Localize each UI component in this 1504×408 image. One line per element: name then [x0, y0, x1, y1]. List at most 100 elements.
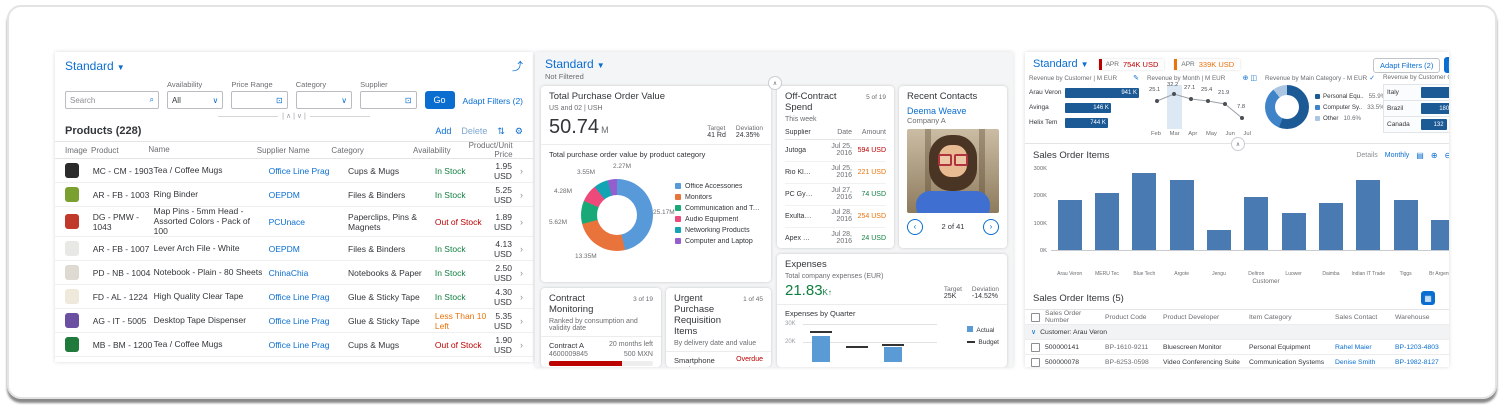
supplier-link[interactable]: Office Line Prag [268, 315, 330, 326]
table-row[interactable]: AR - FB - 1007 Lever Arch File - White O… [55, 237, 533, 262]
data-point[interactable] [1155, 99, 1159, 103]
bar-cell[interactable] [1051, 166, 1088, 250]
carousel-prev-button[interactable]: ‹ [907, 218, 923, 235]
bar-cell[interactable] [1424, 166, 1449, 250]
chevron-right-icon[interactable]: › [520, 216, 523, 227]
spend-row[interactable]: PC Gym Inc Jul 27, 2016 74 USD [785, 184, 886, 206]
contract-monitoring-card[interactable]: Contract Monitoring 3 of 19 Ranked by co… [541, 288, 661, 367]
filter-splitter-handle[interactable]: ❘∧❘∨❘ [55, 111, 533, 121]
group-header-row[interactable]: ∨ Customer: Arau Veron [1025, 325, 1449, 340]
legend-item[interactable]: Other 10.6% [1315, 115, 1386, 122]
vf-bar-row[interactable]: Arau Veron 941 K [1029, 87, 1139, 98]
supplier-link[interactable]: OEPDM [268, 243, 300, 254]
country-bar-row[interactable]: Canada 132 [1383, 117, 1449, 133]
month-line-chart[interactable]: 25.1 32.2 27.1 [1147, 82, 1257, 137]
row-checkbox[interactable] [1031, 357, 1040, 367]
spend-row[interactable]: Apex Union Jul 28, 2016 24 USD [785, 228, 886, 248]
month-tick[interactable]: Jul [1243, 131, 1251, 137]
table-row[interactable]: AR - FB - 1003 Ring Binder OEPDM Files &… [55, 183, 533, 207]
zoom-in-icon[interactable]: ⊕ [1242, 75, 1249, 82]
view-selector[interactable]: Standard ▼ [65, 59, 125, 73]
chart-view-toggle-button[interactable]: ▥ [1444, 57, 1449, 73]
visual-filter-customer[interactable]: Revenue by Customer | M EUR ✎ Arau Veron … [1029, 74, 1139, 137]
carousel-next-button[interactable]: › [983, 218, 999, 235]
chart-icon[interactable]: ◫ [1250, 75, 1257, 82]
bar-cell[interactable] [1275, 166, 1312, 250]
supplier-link[interactable]: PCUnace [268, 216, 306, 227]
chevron-right-icon[interactable]: › [520, 339, 523, 350]
bar-cell[interactable] [1238, 166, 1275, 250]
adapt-filters-link[interactable]: Adapt Filters (2) [462, 96, 524, 106]
visual-filter-month[interactable]: Revenue by Month | M EUR ⊕ ◫ 25.1 3 [1147, 74, 1257, 138]
expenses-bar-chart[interactable]: 30K 20K [785, 321, 999, 362]
drag-handle[interactable]: ∧ [768, 76, 782, 90]
edit-icon[interactable]: ✎ [1133, 75, 1139, 82]
delete-button[interactable]: Delete [461, 126, 488, 136]
sales-contact-link[interactable]: Denise Smith [1335, 358, 1376, 366]
table-row[interactable]: MB - BM - 1200 Tea / Coffee Mugs Office … [55, 333, 533, 358]
price-range-input[interactable]: ⊡ [231, 91, 288, 109]
supplier-link[interactable]: Office Line Prag [268, 165, 330, 176]
supplier-link[interactable]: Office Line Prag [268, 339, 330, 350]
bar-cell[interactable] [1387, 166, 1424, 250]
spend-row[interactable]: Exultant Inc. Jul 28, 2016 254 USD [785, 206, 886, 228]
vf-bar-row[interactable]: Avinga 146 K [1029, 102, 1111, 113]
bar-cell[interactable] [1163, 166, 1200, 250]
sort-icon[interactable]: ⇅ [497, 125, 505, 136]
value-help-icon[interactable]: ⊡ [404, 95, 412, 105]
data-point[interactable] [1172, 92, 1176, 96]
add-button[interactable]: Add [435, 126, 452, 136]
table-row[interactable]: DG - PMW - 1043 Map Pins - 5mm Head - As… [55, 206, 533, 238]
visual-filter-country[interactable]: Revenue by Customer Country | M EUR Ital… [1383, 74, 1449, 137]
select-all-checkbox[interactable] [1031, 312, 1040, 322]
visual-filter-category[interactable]: Revenue by Main Category - M EUR ✓ Person… [1265, 74, 1386, 137]
month-tick[interactable]: Mar [1169, 131, 1180, 137]
table-row[interactable]: FD - AL - 1224 High Quality Clear Tape O… [55, 285, 533, 310]
month-tick[interactable]: Feb [1151, 131, 1161, 137]
chevron-right-icon[interactable]: › [520, 315, 523, 326]
bar-cell[interactable] [1350, 166, 1387, 250]
data-point[interactable] [1240, 116, 1244, 120]
supplier-link[interactable]: OEPDM [268, 189, 300, 200]
zoom-out-icon[interactable]: ⊖ [1444, 150, 1449, 160]
category-donut-chart[interactable] [1265, 85, 1309, 129]
settings-gear-icon[interactable]: ⚙ [514, 125, 523, 136]
bar-cell[interactable] [1200, 166, 1237, 250]
drag-handle[interactable]: ∧ [1231, 137, 1245, 151]
spend-row[interactable]: Jutoga Jul 25, 2016 594 USD [785, 140, 886, 162]
contact-name-link[interactable]: Deema Weave [907, 105, 967, 116]
legend-item[interactable]: Personal Equ.. 55.9% [1315, 93, 1386, 100]
table-row[interactable]: 500000141 BP-1610-9211 Bluescreen Monito… [1025, 340, 1449, 355]
chevron-right-icon[interactable]: › [520, 267, 523, 278]
off-contract-spend-card[interactable]: Off-Contract Spend 5 of 19 This week Sup… [777, 86, 894, 248]
chevron-right-icon[interactable]: › [520, 165, 523, 176]
view-selector[interactable]: Standard ▼ [1033, 58, 1089, 70]
bar-cell[interactable] [1088, 166, 1125, 250]
zoom-in-icon[interactable]: ⊕ [1430, 150, 1438, 160]
po-donut-chart[interactable] [581, 178, 653, 251]
total-po-value-card[interactable]: Total Purchase Order Value US and 02 | U… [541, 86, 771, 282]
data-point[interactable] [1223, 102, 1227, 106]
collapse-icon[interactable]: ∨ [1031, 329, 1037, 336]
category-select[interactable]: ∨ [295, 91, 353, 109]
supplier-link[interactable]: Office Line Prag [268, 291, 330, 302]
recent-contacts-card[interactable]: Recent Contacts Deema Weave Company A ‹ … [899, 86, 1007, 248]
legend-item[interactable]: Computer Sy.. 33.5% [1315, 104, 1386, 111]
warehouse-link[interactable]: BP-1203-4803 [1395, 343, 1439, 351]
view-selector[interactable]: Standard ▼ [545, 57, 605, 71]
expenses-card[interactable]: Expenses Total company expenses (EUR) 21… [777, 254, 1007, 367]
sales-bar-chart[interactable]: 300K 200K 100K 0K [1025, 166, 1449, 270]
vf-bar-row[interactable]: Helix Tem 744 K [1029, 117, 1108, 128]
country-bar-row[interactable]: Brazil 180 [1383, 101, 1449, 117]
supplier-input[interactable]: ⊡ [360, 91, 417, 109]
table-row[interactable]: MC - CM - 1903 Tea / Coffee Mugs Office … [55, 159, 533, 183]
month-tick[interactable]: Apr [1188, 131, 1198, 137]
urgent-requisition-card[interactable]: Urgent Purchase Requisition Items 1 of 4… [666, 288, 771, 367]
warehouse-link[interactable]: BP-1982-8127 [1395, 358, 1439, 366]
sales-contact-link[interactable]: Rahel Maier [1335, 343, 1372, 351]
bar-cell[interactable] [1126, 166, 1163, 250]
share-icon[interactable]: ⤴ [512, 61, 523, 73]
table-settings-button[interactable]: ▦ [1421, 291, 1435, 305]
data-point[interactable] [1206, 99, 1210, 103]
go-button[interactable]: Go [424, 91, 455, 109]
